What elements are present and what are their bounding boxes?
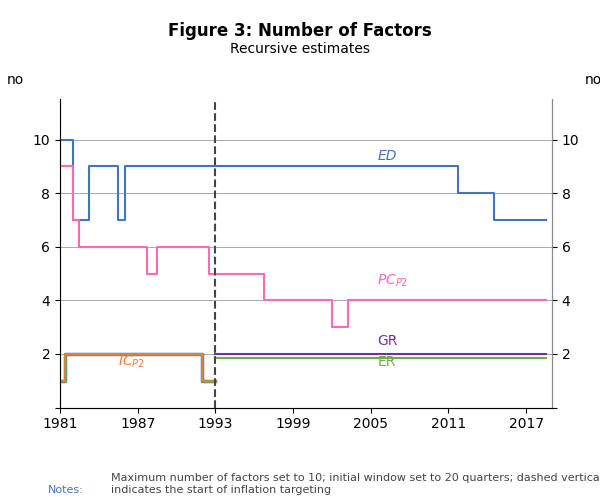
Text: no: no (585, 73, 600, 87)
Text: Recursive estimates: Recursive estimates (230, 42, 370, 56)
Text: ED: ED (377, 149, 397, 163)
Text: Notes:: Notes: (48, 485, 84, 495)
Text: GR: GR (377, 333, 398, 347)
Text: $\mathit{PC}_{P2}$: $\mathit{PC}_{P2}$ (377, 272, 409, 289)
Text: Maximum number of factors set to 10; initial window set to 20 quarters; dashed v: Maximum number of factors set to 10; ini… (111, 473, 600, 495)
Text: ER: ER (377, 355, 395, 369)
Text: Figure 3: Number of Factors: Figure 3: Number of Factors (168, 22, 432, 40)
Text: $\mathit{IC}_{P2}$: $\mathit{IC}_{P2}$ (118, 354, 145, 370)
Text: no: no (7, 73, 25, 87)
